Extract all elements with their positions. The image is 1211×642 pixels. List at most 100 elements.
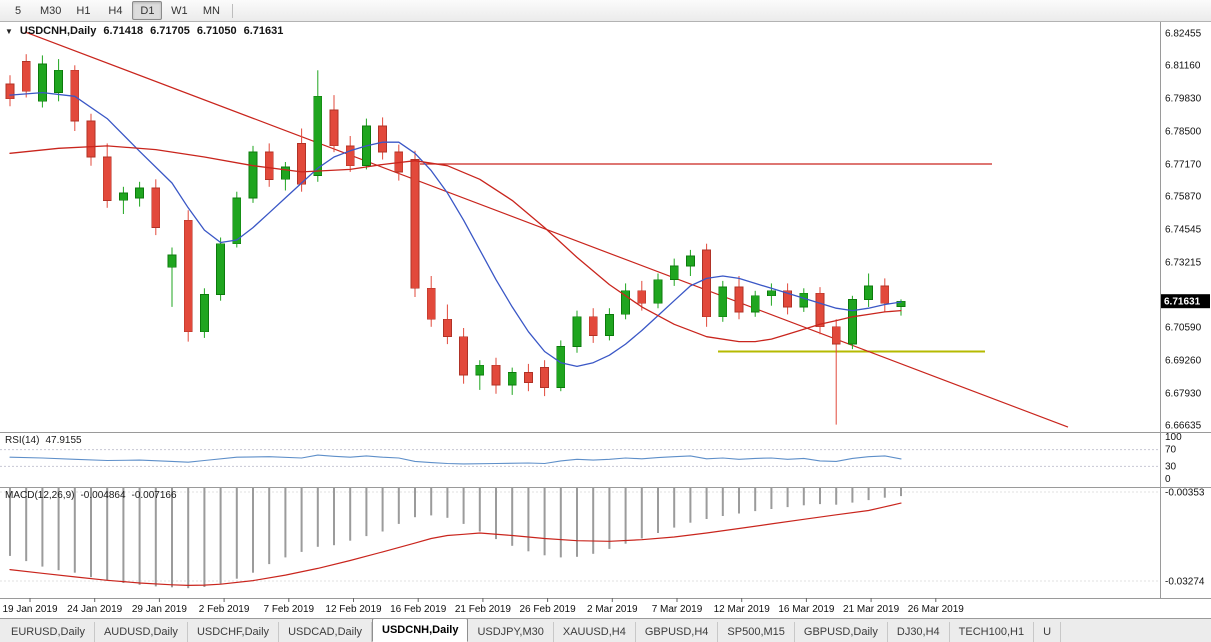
macd-bar [511, 488, 514, 546]
candle-body [102, 156, 112, 201]
candle-body [264, 151, 274, 180]
candle-body [669, 265, 679, 281]
candle-body [329, 109, 339, 147]
symbol-tab-eurusd[interactable]: EURUSD,Daily [2, 622, 95, 642]
symbol-tab-audusd[interactable]: AUDUSD,Daily [95, 622, 188, 642]
timeframe-button-d1[interactable]: D1 [132, 1, 163, 20]
timeframe-button-h4[interactable]: H4 [108, 4, 123, 17]
timeframe-button-w1[interactable]: W1 [171, 4, 188, 17]
price-tick-label: 6.70590 [1165, 323, 1202, 334]
price-tick-label: 6.75870 [1165, 192, 1202, 203]
candle-body [507, 372, 517, 386]
rsi-scale-label: 30 [1165, 461, 1177, 472]
price-tick-label: 6.66635 [1165, 421, 1202, 432]
candle-body [426, 287, 436, 320]
date-label: 16 Mar 2019 [778, 604, 835, 615]
candle-body [378, 125, 388, 153]
candle-body [880, 285, 890, 304]
price-tick-label: 6.74545 [1165, 225, 1202, 236]
candle-body [702, 249, 711, 318]
price-tick-label: 6.67930 [1165, 388, 1202, 399]
date-label: 12 Mar 2019 [714, 604, 771, 615]
macd-bar [333, 488, 335, 546]
candle-body [135, 187, 145, 199]
date-label: 29 Jan 2019 [132, 604, 187, 615]
macd-bar [9, 488, 11, 556]
symbol-tab-tech100[interactable]: TECH100,H1 [950, 622, 1035, 642]
macd-bar [802, 488, 805, 506]
macd-bar [689, 488, 692, 523]
macd-bar [900, 488, 902, 497]
symbol-tab-gbpusd[interactable]: GBPUSD,Daily [795, 622, 888, 642]
candle-body [621, 290, 630, 315]
timeframe-button-5[interactable]: 5 [14, 4, 22, 17]
candle-body [5, 83, 15, 100]
candle-body [831, 326, 841, 345]
symbol-tab-u[interactable]: U [1034, 622, 1062, 642]
candle-body [783, 290, 792, 308]
candle-body [572, 316, 582, 347]
rsi-scale-label: 100 [1165, 432, 1182, 443]
macd-bar [430, 488, 433, 516]
candle-body [199, 294, 209, 333]
macd-bar [414, 488, 416, 518]
candle-body [799, 292, 809, 308]
macd-bar [657, 488, 659, 533]
date-label: 24 Jan 2019 [67, 604, 122, 615]
macd-bar [883, 488, 886, 498]
date-label: 21 Mar 2019 [843, 604, 900, 615]
timeframe-button-h1[interactable]: H1 [76, 4, 91, 17]
macd-scale-label: -0.03274 [1165, 577, 1205, 588]
macd-bar [381, 488, 384, 532]
symbol-tab-usdcad[interactable]: USDCAD,Daily [279, 622, 373, 642]
macd-bar [316, 488, 319, 547]
timeframe-button-m30[interactable]: M30 [40, 4, 62, 17]
date-label: 26 Feb 2019 [520, 604, 577, 615]
candle-body [119, 192, 128, 201]
candle-body [345, 145, 355, 167]
candle-body [21, 61, 31, 92]
price-tick-label: 6.77170 [1165, 159, 1202, 170]
date-label: 7 Mar 2019 [652, 604, 703, 615]
candle-body [410, 159, 420, 289]
candle-body [767, 290, 776, 297]
symbol-tab-sp500[interactable]: SP500,M15 [718, 622, 795, 642]
date-label: 19 Jan 2019 [2, 604, 57, 615]
candle-body [848, 299, 857, 345]
candle-body [459, 336, 469, 376]
candle-body [151, 187, 161, 228]
symbol-tab-dj30[interactable]: DJ30,H4 [888, 622, 950, 642]
date-label: 26 Mar 2019 [908, 604, 965, 615]
candle-body [86, 120, 96, 158]
macd-bar [640, 488, 643, 539]
macd-bar [527, 488, 530, 552]
date-label: 7 Feb 2019 [263, 604, 314, 615]
symbol-tab-usdcnh[interactable]: USDCNH,Daily [372, 619, 469, 642]
timeframe-button-mn[interactable]: MN [202, 4, 220, 17]
candle-body [605, 313, 614, 336]
macd-bar [867, 488, 870, 501]
macd-bar [349, 488, 352, 541]
symbol-tab-xauusd[interactable]: XAUUSD,H4 [554, 622, 636, 642]
macd-bar [365, 488, 368, 537]
macd-bar [819, 488, 821, 505]
candle-body [232, 197, 242, 245]
macd-bar [673, 488, 676, 528]
macd-bar [721, 488, 724, 516]
candle-body [540, 367, 549, 388]
ma-slow-line [9, 145, 902, 343]
macd-bar [203, 488, 206, 587]
date-label: 21 Feb 2019 [455, 604, 512, 615]
macd-bar [624, 488, 627, 544]
macd-bar [478, 488, 481, 532]
symbol-tab-gbpusd[interactable]: GBPUSD,H4 [636, 622, 719, 642]
price-tick-label: 6.79830 [1165, 94, 1202, 105]
date-label: 16 Feb 2019 [390, 604, 447, 615]
symbol-tab-usdjpy[interactable]: USDJPY,M30 [468, 622, 554, 642]
chart-canvas[interactable]: 6.82455 6.81160 6.79830 6.78500 6.77170 6.758… [0, 22, 1211, 618]
macd-bar [57, 488, 60, 571]
macd-bar [25, 488, 28, 562]
candle-body [686, 255, 695, 267]
macd-bar [559, 488, 562, 558]
symbol-tab-usdchf[interactable]: USDCHF,Daily [188, 622, 280, 642]
